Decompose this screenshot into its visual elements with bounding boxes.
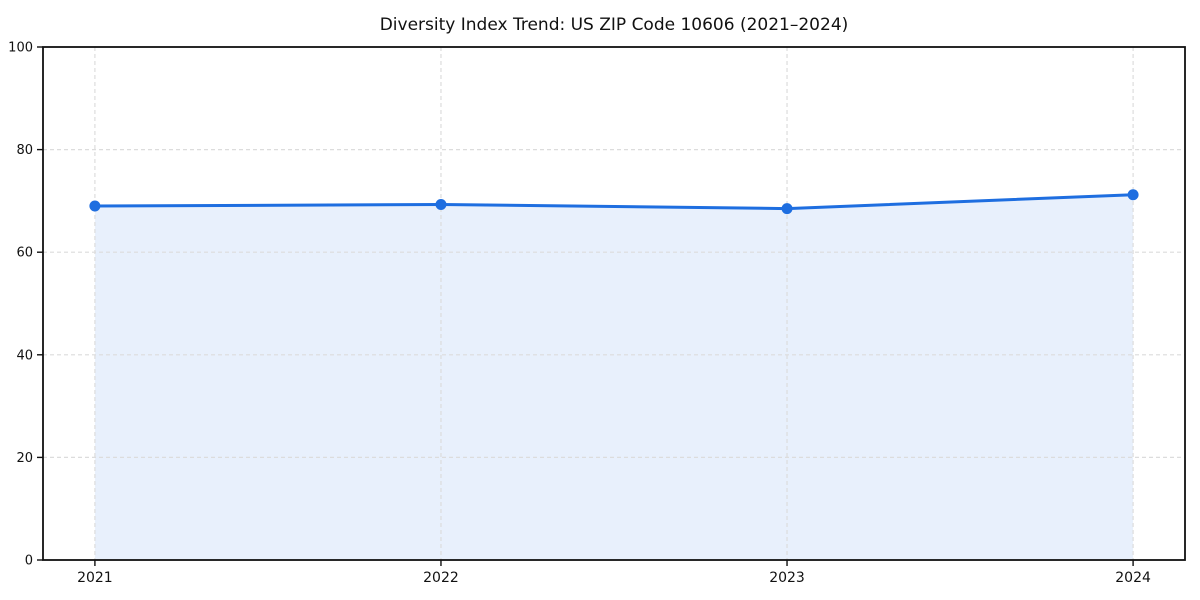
xtick-label-2021: 2021 [77, 570, 113, 586]
area-fill [94, 194, 1134, 560]
data-point-2022 [435, 198, 447, 210]
ytick-label-20: 20 [16, 451, 33, 466]
chart-title: Diversity Index Trend: US ZIP Code 10606… [380, 15, 849, 35]
data-point-2023 [781, 203, 793, 215]
trend-line [93, 193, 1135, 211]
xtick-label-2024: 2024 [1115, 570, 1151, 586]
xtick-label-2022: 2022 [423, 570, 459, 586]
data-point-2021 [89, 200, 101, 212]
ytick-label-40: 40 [16, 348, 33, 363]
data-point-2024 [1127, 189, 1139, 201]
ytick-label-100: 100 [8, 41, 33, 56]
ytick-label-0: 0 [25, 554, 33, 569]
ytick-label-60: 60 [16, 246, 33, 261]
plot-area: 0 20 40 60 80 100 2021 2022 2023 2024 [8, 41, 1186, 586]
axes-box [42, 46, 1186, 561]
xtick-label-2023: 2023 [769, 570, 805, 586]
ytick-label-80: 80 [16, 143, 33, 158]
